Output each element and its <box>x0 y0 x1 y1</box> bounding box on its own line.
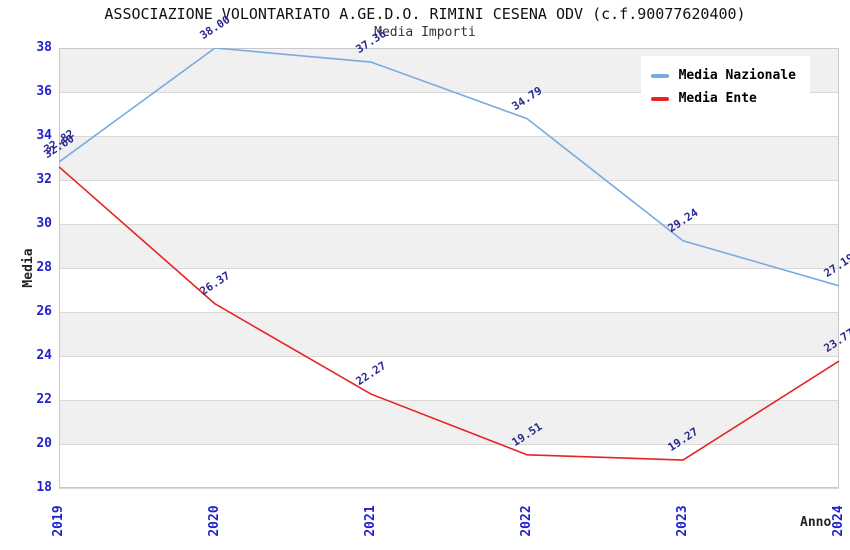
x-tick-label: 2022 <box>519 505 534 537</box>
plot-border <box>59 48 839 488</box>
y-tick-label: 32 <box>36 172 52 187</box>
chart-subtitle: Media Importi <box>374 25 476 40</box>
y-axis-title: Media <box>21 248 36 288</box>
x-axis-title: Anno <box>800 515 832 530</box>
legend-entry-media-nazionale: Media Nazionale <box>650 64 796 87</box>
y-tick-label: 18 <box>36 480 52 495</box>
x-tick-label: 2021 <box>363 505 378 537</box>
y-tick-label: 38 <box>36 40 52 55</box>
y-tick-label: 26 <box>36 304 52 319</box>
y-tick-label: 20 <box>36 436 52 451</box>
grid-band <box>59 136 839 180</box>
y-tick-label: 34 <box>36 128 52 143</box>
legend-line-icon-red <box>650 96 669 101</box>
x-tick-label: 2020 <box>207 505 222 537</box>
y-tick-label: 22 <box>36 392 52 407</box>
legend: Media Nazionale Media Ente <box>640 56 810 118</box>
legend-label: Media Ente <box>678 91 757 106</box>
grid-band <box>59 400 839 444</box>
legend-label: Media Nazionale <box>678 68 796 83</box>
chart-title: ASSOCIAZIONE VOLONTARIATO A.GE.D.O. RIMI… <box>104 5 746 23</box>
y-tick-label: 36 <box>36 84 52 99</box>
grid-band <box>59 224 839 268</box>
y-tick-label: 24 <box>36 348 52 363</box>
series-line <box>59 48 840 287</box>
legend-entry-media-ente: Media Ente <box>650 87 796 110</box>
grid-band <box>59 312 839 356</box>
x-tick-label: 2023 <box>675 505 690 537</box>
y-tick-label: 28 <box>36 260 52 275</box>
series-line <box>59 166 840 461</box>
plot-area <box>59 48 840 489</box>
x-tick-label: 2019 <box>51 505 66 537</box>
legend-line-icon-blue <box>650 73 669 78</box>
y-tick-label: 30 <box>36 216 52 231</box>
